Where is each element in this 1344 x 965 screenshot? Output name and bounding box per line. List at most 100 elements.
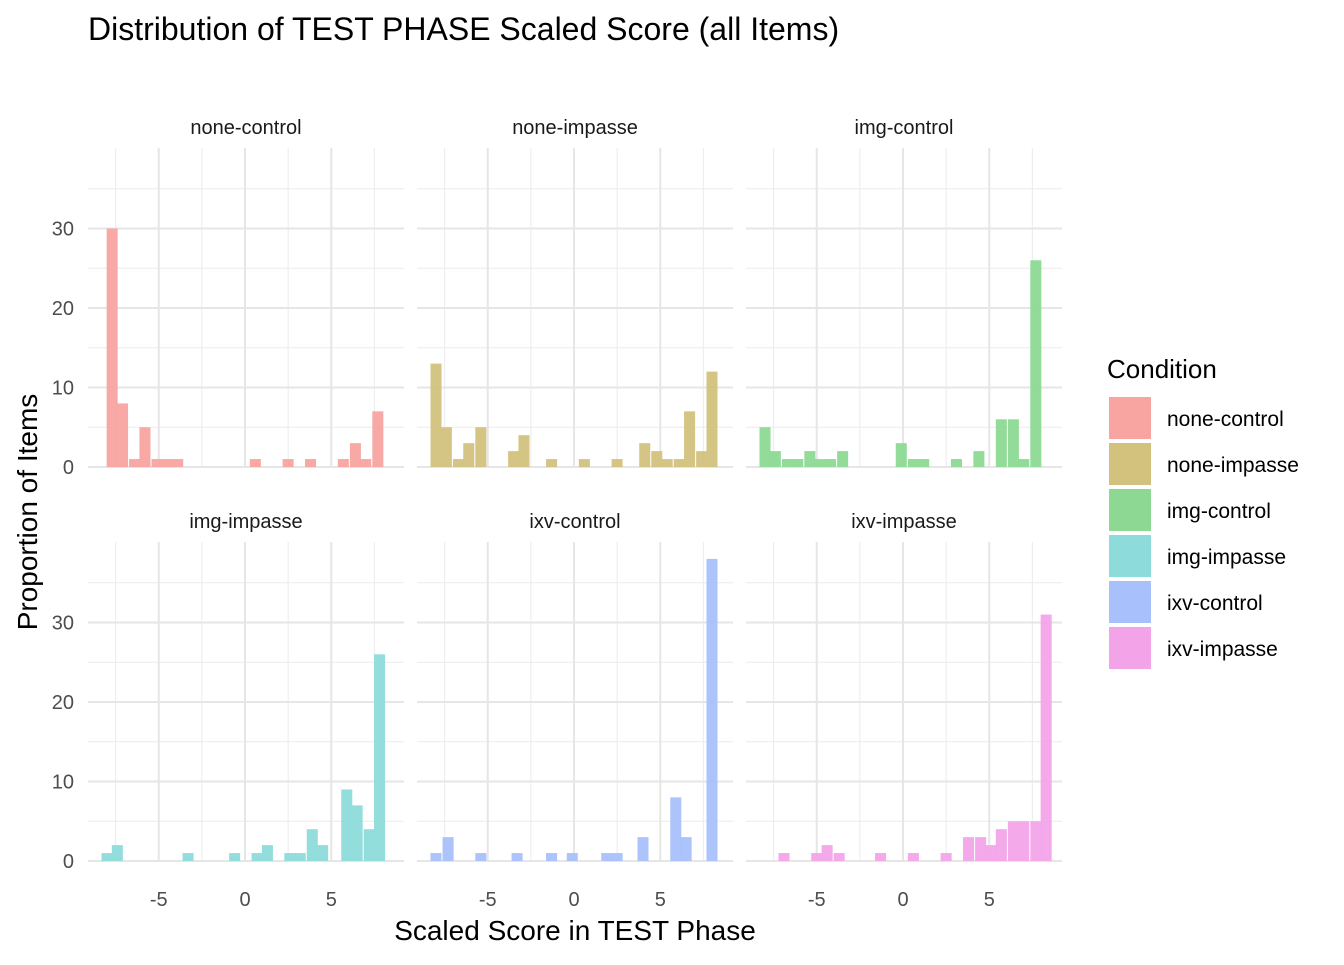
histogram-bar — [651, 451, 663, 467]
legend-title: Condition — [1107, 354, 1217, 384]
histogram-bar — [995, 419, 1007, 467]
histogram-bar — [374, 654, 386, 861]
histogram-bar — [769, 451, 781, 467]
legend-item-ixv-control: ixv-control — [1109, 581, 1263, 623]
histogram-bar — [950, 459, 962, 467]
histogram-bar — [317, 845, 329, 861]
legend-swatch — [1109, 489, 1151, 531]
histogram-bar — [440, 427, 452, 467]
histogram-bar — [337, 459, 349, 467]
y-tick-label: 20 — [52, 692, 74, 714]
histogram-bar — [363, 829, 375, 861]
histogram-bar — [814, 459, 826, 467]
histogram-bar — [463, 443, 475, 467]
histogram-bar — [442, 837, 454, 861]
histogram-bar — [995, 829, 1007, 861]
histogram-bar — [940, 853, 952, 861]
histogram-bar — [833, 853, 845, 861]
chart-title: Distribution of TEST PHASE Scaled Score … — [88, 11, 839, 47]
histogram-bar — [182, 853, 194, 861]
histogram-bar — [895, 443, 907, 467]
histogram-bar — [680, 837, 692, 861]
facet-panel-ixv-impasse: ixv-impasse — [746, 511, 1062, 862]
x-axis-label: Scaled Score in TEST Phase — [394, 915, 756, 946]
x-tick-label: -5 — [808, 889, 826, 911]
histogram-bar — [349, 443, 361, 467]
x-tick-label: 5 — [984, 889, 995, 911]
facet-strip-label: img-control — [855, 117, 954, 139]
x-tick-label: 5 — [326, 889, 337, 911]
histogram-bar — [1007, 821, 1019, 861]
histogram-bar — [985, 845, 997, 861]
histogram-bar — [696, 451, 708, 467]
histogram-bar — [430, 853, 442, 861]
histogram-bar — [282, 459, 294, 467]
facet-strip-label: none-control — [190, 117, 301, 139]
legend-item-none-impasse: none-impasse — [1109, 443, 1299, 485]
legend-label: ixv-control — [1167, 592, 1263, 615]
facet-panel-img-impasse: img-impasse 0 10 20 30 — [52, 511, 404, 873]
x-axis-ticks: -5 0 5 -5 0 5 -5 0 5 — [150, 889, 995, 911]
legend-swatch — [1109, 627, 1151, 669]
y-tick-label: 10 — [52, 378, 74, 400]
legend-item-img-impasse: img-impasse — [1109, 535, 1286, 577]
histogram-bar — [706, 371, 718, 467]
histogram-bar — [661, 459, 673, 467]
histogram-bar — [706, 558, 718, 861]
histogram-bar — [670, 797, 682, 861]
histogram-bar — [430, 363, 442, 467]
histogram-bar — [511, 853, 523, 861]
x-tick-label: 0 — [897, 889, 908, 911]
histogram-bar — [508, 451, 520, 467]
histogram-bar — [129, 459, 141, 467]
histogram-bar — [804, 451, 816, 467]
facet-strip-label: img-impasse — [189, 511, 302, 533]
histogram-bar — [151, 459, 163, 467]
histogram-bar — [249, 459, 261, 467]
legend-swatch — [1109, 535, 1151, 577]
histogram-bar — [566, 853, 578, 861]
histogram-bar — [875, 853, 887, 861]
histogram-bar — [1030, 821, 1042, 861]
histogram-bar — [1040, 614, 1052, 861]
facet-panel-ixv-control: ixv-control — [417, 511, 733, 862]
histogram-bar — [161, 459, 173, 467]
legend-label: none-control — [1167, 408, 1284, 431]
histogram-bar — [101, 853, 113, 861]
histogram-bar — [684, 411, 696, 467]
histogram-bar — [778, 853, 790, 861]
y-tick-label: 30 — [52, 613, 74, 635]
histogram-bar — [1018, 459, 1030, 467]
histogram-bar — [546, 853, 558, 861]
legend-label: img-control — [1167, 500, 1271, 523]
facet-panel-none-control: none-control 0 10 20 30 — [52, 117, 404, 479]
histogram-bar — [284, 853, 296, 861]
histogram-bar — [637, 837, 649, 861]
legend-swatch — [1109, 397, 1151, 439]
histogram-bar — [611, 459, 623, 467]
histogram-bar — [139, 427, 151, 467]
y-tick-label: 30 — [52, 219, 74, 241]
histogram-bar — [546, 459, 558, 467]
histogram-bar — [821, 845, 833, 861]
histogram-bar — [475, 427, 487, 467]
histogram-bar — [294, 853, 306, 861]
histogram-bar — [261, 845, 273, 861]
histogram-bar — [360, 459, 372, 467]
legend-label: ixv-impasse — [1167, 638, 1278, 661]
histogram-bar — [452, 459, 464, 467]
histogram-bar — [973, 451, 985, 467]
histogram-bar — [106, 228, 118, 467]
legend-label: img-impasse — [1167, 546, 1286, 569]
facet-panel-none-impasse: none-impasse — [417, 117, 733, 468]
histogram-bar — [518, 435, 530, 467]
histogram-bar — [251, 853, 263, 861]
legend-swatch — [1109, 581, 1151, 623]
histogram-bar — [475, 853, 487, 861]
x-tick-label: -5 — [479, 889, 497, 911]
legend: Condition none-control none-impasse img-co… — [1107, 354, 1299, 669]
facet-panel-img-control: img-control — [746, 117, 1062, 468]
x-tick-label: -5 — [150, 889, 168, 911]
histogram-bar — [759, 427, 771, 467]
